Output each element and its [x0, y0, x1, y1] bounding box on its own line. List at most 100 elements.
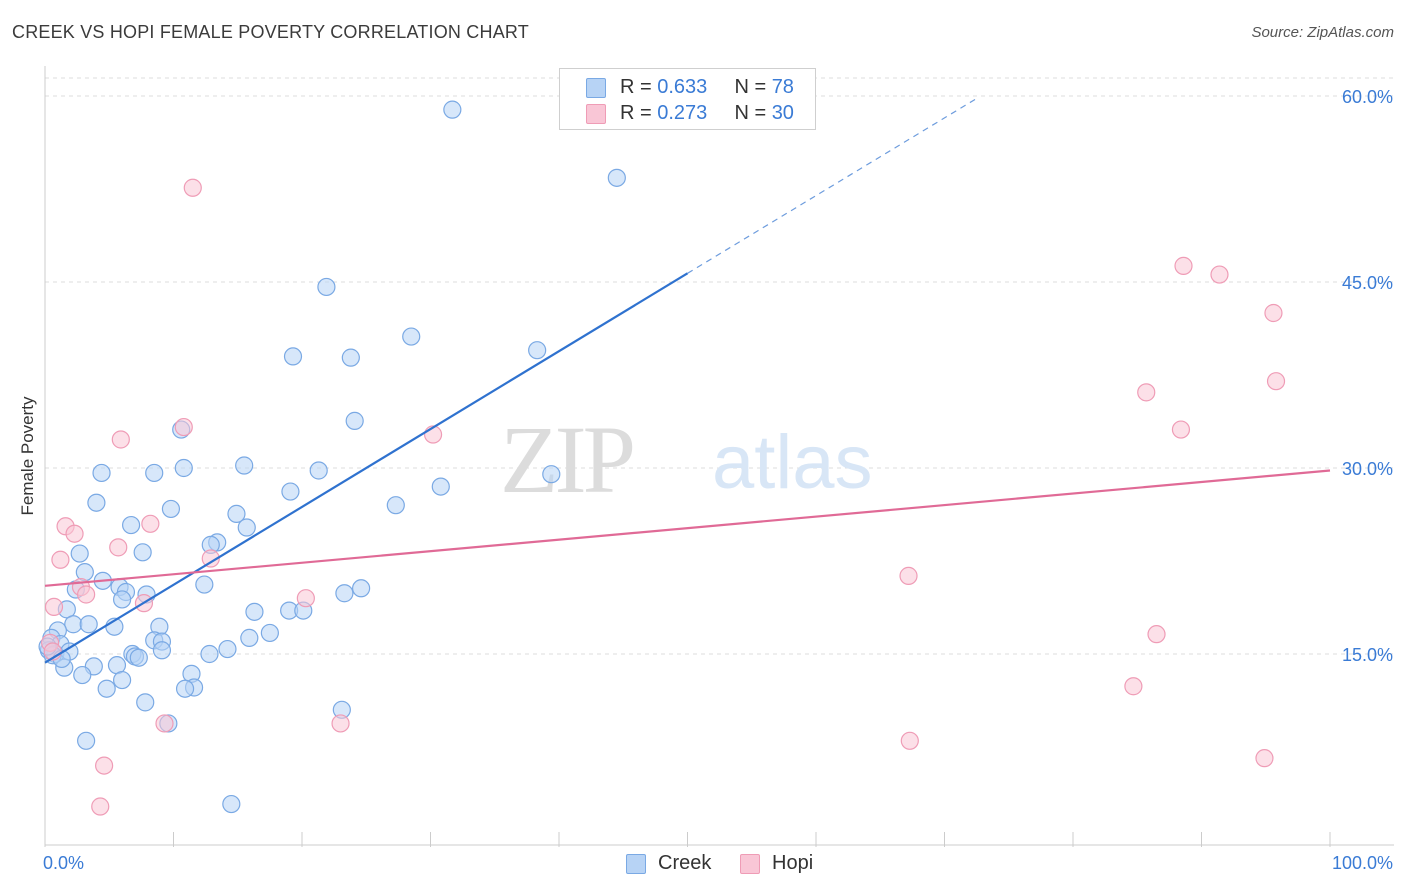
- creek-point: [245, 602, 264, 621]
- hopi-legend-swatch: [740, 854, 760, 874]
- creek-point: [112, 590, 132, 609]
- hopi-n-label: N =: [734, 102, 772, 124]
- creek-point: [237, 518, 256, 537]
- hopi-point: [1210, 265, 1229, 284]
- creek-point: [431, 477, 450, 496]
- watermark-zip: ZIP: [500, 406, 633, 513]
- trend-lines: [44, 97, 1331, 664]
- creek-point: [317, 277, 336, 297]
- hopi-point: [141, 514, 160, 533]
- creek-point: [235, 456, 254, 475]
- tick-labels: 15.0% 30.0% 45.0% 60.0% 0.0% 100.0%: [43, 87, 1393, 873]
- hopi-point: [1174, 256, 1193, 275]
- hopi-point: [91, 797, 110, 816]
- creek-point: [222, 794, 241, 814]
- y-tick-label: 60.0%: [1342, 87, 1393, 107]
- creek-point: [87, 493, 106, 512]
- creek-point: [227, 504, 246, 523]
- hopi-point: [1124, 677, 1143, 696]
- creek-legend-swatch: [626, 854, 646, 874]
- creek-point: [161, 499, 181, 519]
- creek-point: [542, 465, 561, 484]
- creek-r-value: 0.633: [657, 76, 708, 98]
- creek-legend-label: Creek: [658, 852, 712, 874]
- creek-swatch: [586, 78, 606, 98]
- creek-point: [152, 641, 172, 660]
- hopi-legend-label: Hopi: [772, 852, 814, 874]
- creek-point: [443, 100, 462, 119]
- creek-point: [112, 670, 132, 690]
- hopi-point: [109, 538, 128, 557]
- creek-point: [195, 575, 214, 594]
- creek-trendline-extension: [687, 97, 977, 274]
- hopi-point: [95, 756, 114, 775]
- watermark-atlas: atlas: [712, 420, 873, 505]
- creek-point: [345, 411, 364, 430]
- creek-n-label: N =: [734, 76, 772, 98]
- watermark: ZIP atlas: [500, 406, 873, 513]
- creek-point: [341, 348, 360, 367]
- correlation-legend: R = 0.633 N = 78 R = 0.273 N = 30: [559, 68, 816, 130]
- chart-title: CREEK VS HOPI FEMALE POVERTY CORRELATION…: [12, 22, 529, 42]
- hopi-point: [155, 714, 174, 733]
- creek-point: [240, 628, 259, 647]
- hopi-point: [331, 714, 350, 733]
- hopi-point: [1171, 420, 1191, 439]
- creek-point: [129, 648, 148, 667]
- hopi-n-value: 30: [771, 102, 794, 124]
- creek-point: [607, 168, 626, 187]
- hopi-point: [1266, 372, 1286, 391]
- hopi-point: [51, 550, 70, 569]
- hopi-point: [77, 585, 96, 604]
- creek-point: [145, 463, 164, 483]
- creek-point: [281, 482, 300, 501]
- y-tick-label: 30.0%: [1342, 459, 1393, 479]
- hopi-point: [296, 589, 315, 608]
- y-tick-label: 45.0%: [1342, 273, 1393, 293]
- x-tick-label-min: 0.0%: [43, 853, 84, 873]
- creek-point: [528, 341, 547, 360]
- creek-point: [97, 679, 116, 698]
- hopi-point: [1264, 303, 1283, 323]
- creek-point: [133, 543, 152, 562]
- creek-point: [218, 639, 237, 659]
- creek-point: [386, 496, 405, 515]
- hopi-point: [899, 566, 918, 585]
- hopi-point: [1137, 383, 1156, 402]
- creek-point: [174, 458, 193, 478]
- creek-point: [92, 463, 111, 483]
- hopi-point: [900, 731, 919, 750]
- axes: [44, 66, 1394, 847]
- creek-point: [64, 615, 83, 634]
- creek-point: [73, 665, 92, 685]
- creek-point: [200, 644, 219, 664]
- hopi-point: [111, 430, 130, 449]
- creek-point: [75, 563, 94, 582]
- creek-point: [175, 679, 195, 698]
- hopi-point: [1255, 749, 1274, 768]
- hopi-point: [201, 549, 220, 568]
- creek-point: [283, 347, 303, 366]
- creek-point: [402, 327, 421, 346]
- y-tick-label: 15.0%: [1342, 645, 1393, 665]
- hopi-trendline: [44, 469, 1331, 587]
- creek-point: [352, 579, 371, 598]
- creek-point: [335, 584, 354, 603]
- creek-point: [121, 515, 141, 535]
- hopi-point: [44, 597, 64, 616]
- hopi-point: [174, 417, 193, 437]
- creek-point: [70, 544, 89, 563]
- data-points: [38, 100, 1286, 816]
- creek-point: [79, 615, 98, 634]
- source-label: Source: ZipAtlas.com: [1251, 24, 1394, 41]
- creek-point: [77, 731, 96, 750]
- hopi-point: [65, 524, 84, 543]
- creek-point: [260, 623, 279, 643]
- creek-n-value: 78: [771, 76, 794, 98]
- creek-r-label: R =: [620, 76, 658, 98]
- hopi-r-value: 0.273: [657, 102, 708, 124]
- creek-point: [136, 693, 155, 712]
- hopi-point: [1147, 625, 1166, 644]
- creek-point: [309, 461, 328, 480]
